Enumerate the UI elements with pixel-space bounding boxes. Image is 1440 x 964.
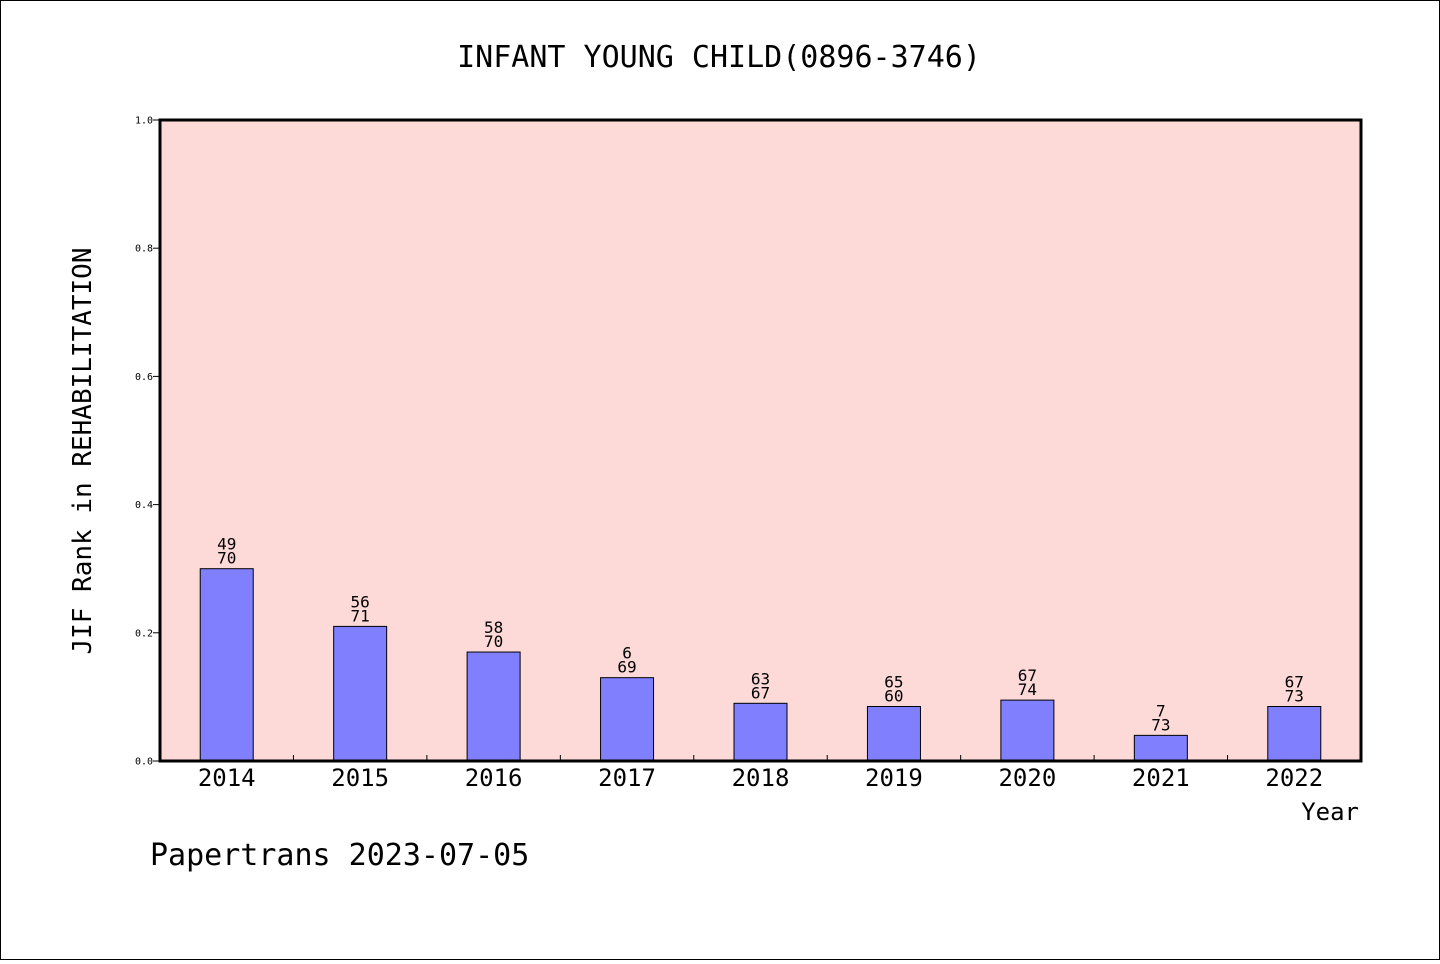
x-tick-label: 2016: [465, 764, 523, 792]
bar-label-top: 56: [351, 592, 370, 611]
bar-label-bottom: 60: [884, 687, 903, 706]
bar-2021: [1133, 734, 1188, 762]
bar-2017: [600, 677, 655, 762]
x-tick-label: 2019: [865, 764, 923, 792]
y-axis-label: JIF Rank in REHABILITATION: [68, 248, 98, 655]
plot-border: [158, 118, 1363, 763]
x-tick-label: 2014: [198, 764, 256, 792]
bar-label-top: 67: [1285, 673, 1304, 692]
y-tick-label: 0.8: [135, 244, 153, 255]
bar-label-bottom: 73: [1151, 715, 1170, 734]
bar-label-top: 7: [1156, 701, 1166, 720]
bar-2016: [466, 651, 521, 762]
bar-label-bottom: 69: [617, 658, 636, 677]
x-tick-label: 2018: [732, 764, 790, 792]
bar-label-top: 58: [484, 618, 503, 637]
bar-label-top: 6: [622, 644, 632, 663]
footer-watermark: Papertrans 2023-07-05: [150, 838, 529, 873]
bars: [199, 568, 1322, 762]
y-tick-label: 1.0: [135, 116, 153, 127]
bar-2022: [1267, 706, 1322, 762]
bar-2014: [199, 568, 254, 762]
x-tick-label: 2022: [1265, 764, 1323, 792]
bar-label-bottom: 71: [351, 606, 370, 625]
bar-label-top: 49: [217, 535, 236, 554]
bar-label-bottom: 70: [217, 549, 236, 568]
bar-label-top: 67: [1018, 666, 1037, 685]
bar-label-bottom: 67: [751, 683, 770, 702]
y-tick-label: 0.2: [135, 628, 153, 639]
bar-label-bottom: 73: [1285, 687, 1304, 706]
x-tick-label: 2021: [1132, 764, 1190, 792]
bar-2020: [1000, 699, 1055, 762]
y-tick-label: 0.6: [135, 372, 153, 383]
bar-label-bottom: 74: [1018, 680, 1037, 699]
bar-label-bottom: 70: [484, 632, 503, 651]
bar-label-top: 65: [884, 673, 903, 692]
bar-label-top: 63: [751, 669, 770, 688]
x-axis-label: Year: [1301, 798, 1359, 826]
bar-2019: [866, 706, 921, 762]
y-tick-label: 0.0: [135, 757, 153, 768]
bar-2018: [733, 702, 788, 762]
y-tick-label: 0.4: [135, 500, 153, 511]
x-tick-label: 2017: [598, 764, 656, 792]
chart-title: INFANT YOUNG CHILD(0896-3746): [457, 40, 981, 75]
x-tick-label: 2020: [998, 764, 1056, 792]
y-axis: 0.0 0.2 0.4 0.6 0.8 1.0: [135, 116, 160, 768]
bar-2015: [333, 625, 388, 762]
x-tick-label: 2015: [331, 764, 389, 792]
x-axis: 2014 2015 2016 2017 2018 2019 2020 2021 2022: [198, 755, 1323, 792]
